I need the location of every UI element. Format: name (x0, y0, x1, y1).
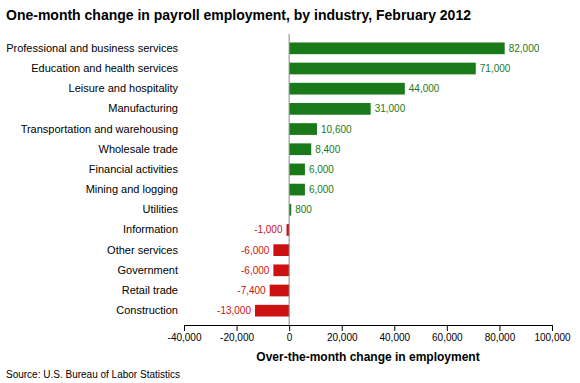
x-tick-label: 80,000 (485, 332, 516, 343)
y-tick-label: Transportation and warehousing (21, 123, 178, 135)
data-label: 8,400 (315, 144, 340, 155)
y-tick-label: Government (117, 264, 178, 276)
x-tick-mark (394, 325, 395, 331)
bar (289, 164, 305, 176)
y-tick-label: Professional and business services (6, 42, 178, 54)
y-tick-label: Financial activities (89, 163, 179, 175)
y-tick-label: Education and health services (31, 62, 178, 74)
y-tick-label: Retail trade (122, 284, 178, 296)
data-label: 6,000 (309, 184, 334, 195)
x-tick-mark (499, 325, 500, 331)
x-axis-title: Over-the-month change in employment (256, 350, 479, 364)
y-tick: Professional and business services (6, 42, 178, 54)
bar (289, 143, 311, 155)
x-tick-mark (237, 325, 238, 331)
bar (289, 63, 476, 75)
y-tick: Leisure and hospitality (69, 82, 179, 94)
y-tick-label: Mining and logging (86, 183, 178, 195)
zero-line (289, 34, 290, 325)
data-label: 6,000 (309, 164, 334, 175)
x-tick: 80,000 (485, 325, 516, 343)
bar (289, 42, 505, 54)
x-tick: 60,000 (432, 325, 463, 343)
bar (273, 264, 289, 276)
bar (273, 244, 289, 256)
data-label: 800 (295, 204, 312, 215)
bar (289, 123, 317, 135)
y-tick: Other services (107, 244, 178, 256)
title: One-month change in payroll employment, … (6, 7, 471, 23)
x-axis: -40,000 -20,000 0 20,000 40,000 60,000 80,000 1… (168, 325, 571, 343)
y-tick: Financial activities (89, 163, 179, 175)
x-axis-line (185, 326, 553, 332)
data-label: 44,000 (409, 83, 440, 94)
data-labels: -13,000 -7,400 -6,000 -6,000 -1,000 800 6,000 6… (217, 43, 540, 316)
x-tick-label: 60,000 (432, 332, 463, 343)
y-tick-label: Wholesale trade (99, 143, 179, 155)
y-tick-label: Information (123, 223, 178, 235)
x-tick-mark (289, 325, 290, 331)
x-tick-label: -20,000 (220, 332, 254, 343)
x-tick: 40,000 (379, 325, 410, 343)
x-tick-mark (184, 325, 185, 331)
x-tick-label: -40,000 (168, 332, 202, 343)
x-tick: 20,000 (327, 325, 358, 343)
x-tick-label: 100,000 (534, 332, 571, 343)
x-tick: 100,000 (534, 325, 571, 343)
y-tick: Mining and logging (86, 183, 178, 195)
data-label: -13,000 (217, 305, 251, 316)
x-tick: 0 (287, 325, 293, 343)
y-tick-label: Leisure and hospitality (69, 82, 179, 94)
y-tick: Government (117, 264, 178, 276)
y-axis: Construction Retail trade Government Other … (6, 42, 178, 316)
y-tick-label: Other services (107, 244, 178, 256)
y-tick: Information (123, 223, 178, 235)
data-label: -1,000 (254, 224, 283, 235)
x-tick: -40,000 (168, 325, 202, 343)
y-tick-label: Manufacturing (108, 102, 178, 114)
y-tick: Utilities (143, 203, 179, 215)
bar (255, 305, 289, 317)
x-tick-mark (342, 325, 343, 331)
y-tick: Education and health services (31, 62, 178, 74)
y-tick: Retail trade (122, 284, 178, 296)
x-tick-mark (447, 325, 448, 331)
x-tick-mark (552, 325, 553, 331)
bar (289, 184, 305, 196)
y-tick: Construction (116, 304, 178, 316)
y-tick: Transportation and warehousing (21, 123, 178, 135)
y-tick-label: Utilities (143, 203, 179, 215)
y-tick-label: Construction (116, 304, 178, 316)
data-label: 31,000 (375, 103, 406, 114)
data-label: 10,600 (321, 124, 352, 135)
x-tick-label: 40,000 (379, 332, 410, 343)
x-tick: -20,000 (220, 325, 254, 343)
y-tick: Manufacturing (108, 102, 178, 114)
bar (270, 285, 289, 297)
bar (289, 103, 370, 115)
data-label: -7,400 (237, 285, 266, 296)
data-label: -6,000 (241, 245, 270, 256)
data-label: -6,000 (241, 265, 270, 276)
bar (289, 83, 405, 95)
data-label: 71,000 (480, 63, 511, 74)
data-label: 82,000 (509, 43, 540, 54)
y-tick: Wholesale trade (99, 143, 179, 155)
x-tick-label: 0 (287, 332, 293, 343)
bars (255, 34, 505, 325)
x-tick-label: 20,000 (327, 332, 358, 343)
source: Source: U.S. Bureau of Labor Statistics (6, 369, 180, 380)
chart: -40,000 -20,000 0 20,000 40,000 60,000 80,000 1… (0, 0, 580, 383)
